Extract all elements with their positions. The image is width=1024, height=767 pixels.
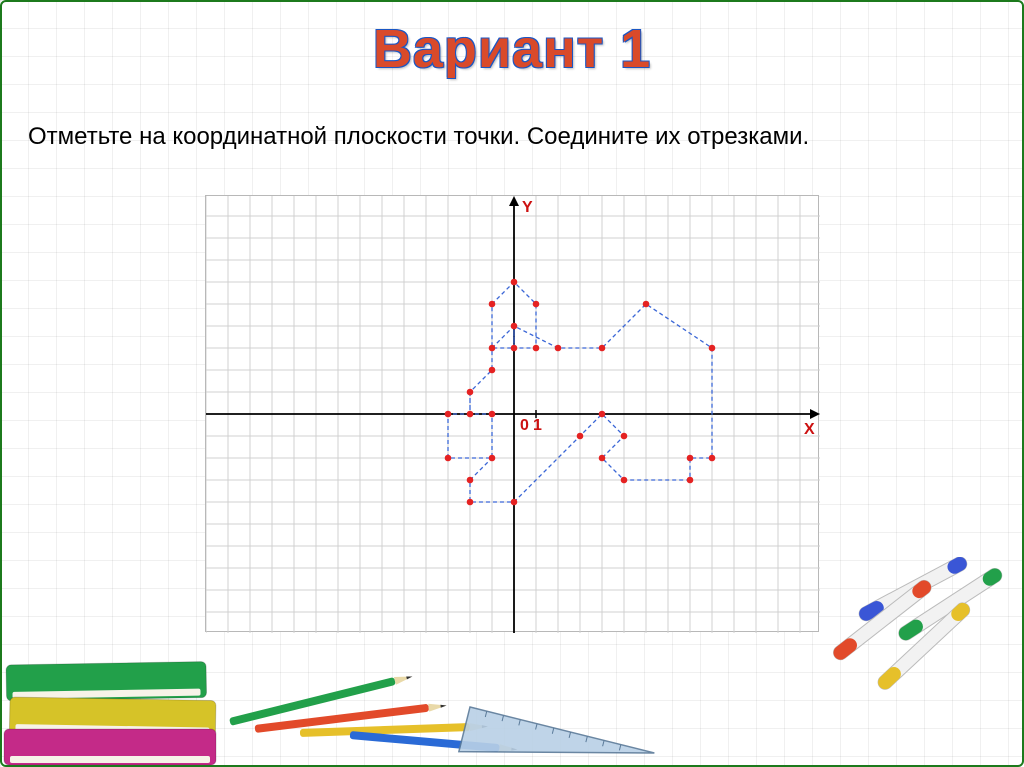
svg-text:Y: Y <box>522 199 533 216</box>
instruction-text: Отметьте на координатной плоскости точки… <box>28 120 984 154</box>
coordinate-plane: Y X 01 <box>205 195 819 632</box>
svg-text:1: 1 <box>533 417 542 434</box>
coordinate-plane-svg: Y X 01 <box>206 196 820 633</box>
title-text: Вариант 1 <box>373 19 651 79</box>
svg-text:X: X <box>804 421 815 438</box>
page-title: Вариант 1 <box>0 18 1024 80</box>
svg-text:0: 0 <box>520 417 529 434</box>
